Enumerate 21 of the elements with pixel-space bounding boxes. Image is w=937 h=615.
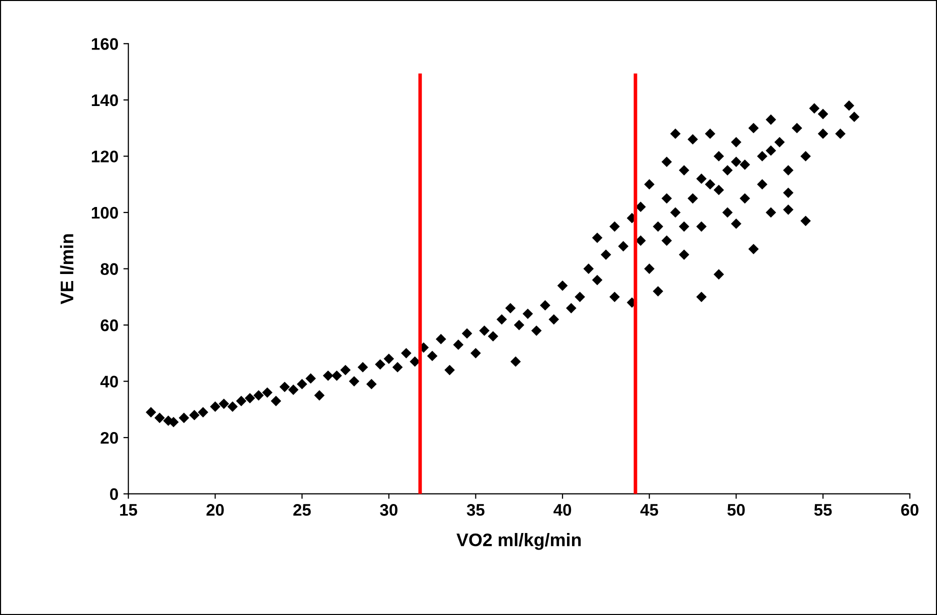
x-axis-title: VO2 ml/kg/min (456, 532, 581, 550)
x-tick-label: 45 (640, 504, 658, 516)
y-tick-label: 120 (92, 150, 118, 162)
y-tick-label: 20 (100, 432, 118, 444)
x-tick-label: 20 (206, 504, 224, 516)
x-tick-label: 15 (120, 504, 138, 516)
x-tick-label: 55 (814, 504, 832, 516)
y-tick-label: 40 (100, 376, 118, 388)
x-tick-label: 30 (380, 504, 398, 516)
y-tick-label: 160 (92, 38, 118, 50)
y-tick-label: 140 (92, 94, 118, 106)
y-tick-label: 0 (110, 488, 118, 500)
x-tick-label: 25 (293, 504, 311, 516)
x-tick-label: 60 (901, 504, 918, 516)
x-tick-label: 40 (553, 504, 572, 516)
y-tick-label: 80 (100, 263, 118, 275)
x-tick-label: 50 (727, 504, 745, 516)
y-tick-label: 60 (100, 319, 118, 332)
y-axis-title: VE l/min (60, 234, 74, 304)
y-tick-label: 100 (92, 206, 118, 219)
x-tick-label: 35 (466, 504, 484, 516)
